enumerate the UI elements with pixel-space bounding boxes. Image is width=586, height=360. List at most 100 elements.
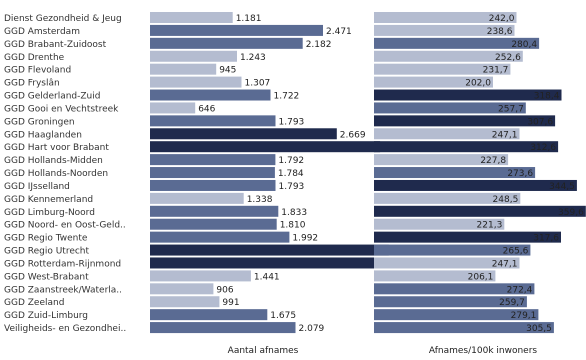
bar-aantal-afnames bbox=[150, 167, 275, 179]
bar-aantal-afnames bbox=[150, 76, 242, 88]
bar-aantal-afnames bbox=[150, 205, 279, 217]
category-label: GGD Limburg-Noord bbox=[4, 208, 95, 218]
bar-afnames-per-100k bbox=[374, 37, 540, 49]
bar-afnames-per-100k bbox=[374, 205, 586, 217]
category-label: GGD Rotterdam-Rijnmond bbox=[4, 259, 121, 269]
data-label-aantal-afnames: 646 bbox=[198, 104, 215, 114]
data-label-aantal-afnames: 2.079 bbox=[299, 324, 325, 334]
data-label-afnames-per-100k: 359,6 bbox=[558, 208, 584, 218]
data-label-aantal-afnames: 1.675 bbox=[270, 311, 296, 321]
data-label-aantal-afnames: 1.243 bbox=[240, 53, 266, 63]
category-label: GGD Regio Twente bbox=[4, 234, 88, 244]
data-label-aantal-afnames: 1.992 bbox=[292, 234, 318, 244]
data-label-aantal-afnames: 2.471 bbox=[326, 27, 352, 37]
bar-afnames-per-100k bbox=[374, 128, 520, 140]
data-label-aantal-afnames: 1.793 bbox=[279, 117, 305, 127]
bar-aantal-afnames bbox=[150, 218, 277, 230]
bar-aantal-afnames bbox=[150, 12, 233, 23]
data-label-afnames-per-100k: 206,1 bbox=[468, 272, 494, 282]
data-label-aantal-afnames: 991 bbox=[222, 298, 239, 308]
bar-afnames-per-100k bbox=[374, 115, 556, 127]
data-label-aantal-afnames: 1.810 bbox=[280, 221, 306, 231]
data-label-afnames-per-100k: 280,4 bbox=[511, 40, 537, 50]
category-label: GGD Drenthe bbox=[4, 53, 65, 63]
data-label-afnames-per-100k: 221,3 bbox=[477, 221, 503, 231]
category-label: GGD Brabant-Zuidoost bbox=[4, 40, 107, 50]
bar-afnames-per-100k bbox=[374, 102, 526, 114]
data-label-aantal-afnames: 1.784 bbox=[278, 169, 304, 179]
bar-afnames-per-100k bbox=[374, 24, 515, 36]
bar-aantal-afnames bbox=[150, 192, 244, 204]
bar-aantal-afnames bbox=[150, 154, 276, 166]
bar-aantal-afnames bbox=[150, 102, 196, 114]
data-label-afnames-per-100k: 242,0 bbox=[489, 14, 515, 24]
bar-aantal-afnames bbox=[150, 63, 217, 75]
data-label-afnames-per-100k: 318,4 bbox=[534, 92, 560, 102]
category-label: GGD Flevoland bbox=[4, 66, 71, 76]
data-label-afnames-per-100k: 317,6 bbox=[533, 234, 559, 244]
bar-aantal-afnames bbox=[150, 37, 303, 49]
data-label-afnames-per-100k: 312,6 bbox=[530, 143, 556, 153]
bar-aantal-afnames bbox=[150, 283, 214, 295]
category-label: Veiligheids- en Gezondhei.. bbox=[4, 324, 126, 334]
category-label: GGD Zaanstreek/Waterla.. bbox=[4, 285, 122, 295]
bar-afnames-per-100k bbox=[374, 218, 505, 230]
bar-afnames-per-100k bbox=[374, 270, 496, 282]
bar-afnames-per-100k bbox=[374, 12, 517, 23]
data-label-afnames-per-100k: 257,7 bbox=[498, 104, 524, 114]
category-label: GGD Groningen bbox=[4, 117, 75, 127]
category-label: GGD Kennemerland bbox=[4, 195, 93, 205]
data-label-afnames-per-100k: 272,4 bbox=[507, 285, 533, 295]
category-label: GGD Hollands-Midden bbox=[4, 156, 103, 166]
data-label-afnames-per-100k: 248,5 bbox=[493, 195, 519, 205]
bar-afnames-per-100k bbox=[374, 154, 509, 166]
bar-aantal-afnames bbox=[150, 179, 276, 191]
data-label-aantal-afnames: 1.833 bbox=[281, 208, 307, 218]
data-label-afnames-per-100k: 344,5 bbox=[549, 182, 575, 192]
data-label-aantal-afnames: 2.182 bbox=[306, 40, 332, 50]
bar-afnames-per-100k bbox=[374, 179, 577, 191]
bar-aantal-afnames bbox=[150, 296, 220, 308]
data-label-afnames-per-100k: 202,0 bbox=[465, 79, 491, 89]
data-label-afnames-per-100k: 259,7 bbox=[499, 298, 525, 308]
data-label-aantal-afnames: 2.669 bbox=[340, 130, 366, 140]
bar-aantal-afnames bbox=[150, 257, 375, 269]
data-label-afnames-per-100k: 238,6 bbox=[487, 27, 513, 37]
data-label-afnames-per-100k: 227,8 bbox=[480, 156, 506, 166]
category-label: GGD Zuid-Limburg bbox=[4, 311, 88, 321]
bar-afnames-per-100k bbox=[374, 89, 562, 101]
x-axis-label-left: Aantal afnames bbox=[227, 346, 299, 356]
data-label-aantal-afnames: 1.793 bbox=[279, 182, 305, 192]
data-label-aantal-afnames: 1.722 bbox=[274, 92, 300, 102]
bar-afnames-per-100k bbox=[374, 322, 554, 334]
category-label: GGD Regio Utrecht bbox=[4, 247, 90, 257]
category-label: GGD IJsselland bbox=[4, 182, 70, 192]
bar-afnames-per-100k bbox=[374, 309, 539, 321]
bar-afnames-per-100k bbox=[374, 141, 559, 153]
data-label-afnames-per-100k: 231,7 bbox=[483, 66, 509, 76]
category-label: Dienst Gezondheid & Jeug bbox=[4, 14, 122, 24]
bar-aantal-afnames bbox=[150, 309, 268, 321]
bar-aantal-afnames bbox=[150, 128, 337, 140]
data-label-aantal-afnames: 945 bbox=[219, 66, 236, 76]
data-label-aantal-afnames: 1.307 bbox=[245, 79, 271, 89]
data-label-afnames-per-100k: 247,1 bbox=[492, 259, 518, 269]
data-label-afnames-per-100k: 265,6 bbox=[503, 247, 529, 257]
bar-aantal-afnames bbox=[150, 89, 271, 101]
category-label: GGD Haaglanden bbox=[4, 130, 82, 140]
bar-aantal-afnames bbox=[150, 24, 323, 36]
bar-afnames-per-100k bbox=[374, 244, 531, 256]
category-label: GGD Zeeland bbox=[4, 298, 64, 308]
data-label-afnames-per-100k: 279,1 bbox=[511, 311, 537, 321]
bar-afnames-per-100k bbox=[374, 231, 561, 243]
data-label-afnames-per-100k: 273,6 bbox=[507, 169, 533, 179]
data-label-afnames-per-100k: 305,5 bbox=[526, 324, 552, 334]
category-label: GGD West-Brabant bbox=[4, 272, 89, 282]
data-label-afnames-per-100k: 252,6 bbox=[495, 53, 521, 63]
category-label: GGD Amsterdam bbox=[4, 27, 80, 37]
bar-aantal-afnames bbox=[150, 50, 237, 62]
data-label-aantal-afnames: 1.181 bbox=[236, 14, 262, 24]
bar-afnames-per-100k bbox=[374, 76, 493, 88]
data-label-afnames-per-100k: 307,6 bbox=[527, 117, 553, 127]
